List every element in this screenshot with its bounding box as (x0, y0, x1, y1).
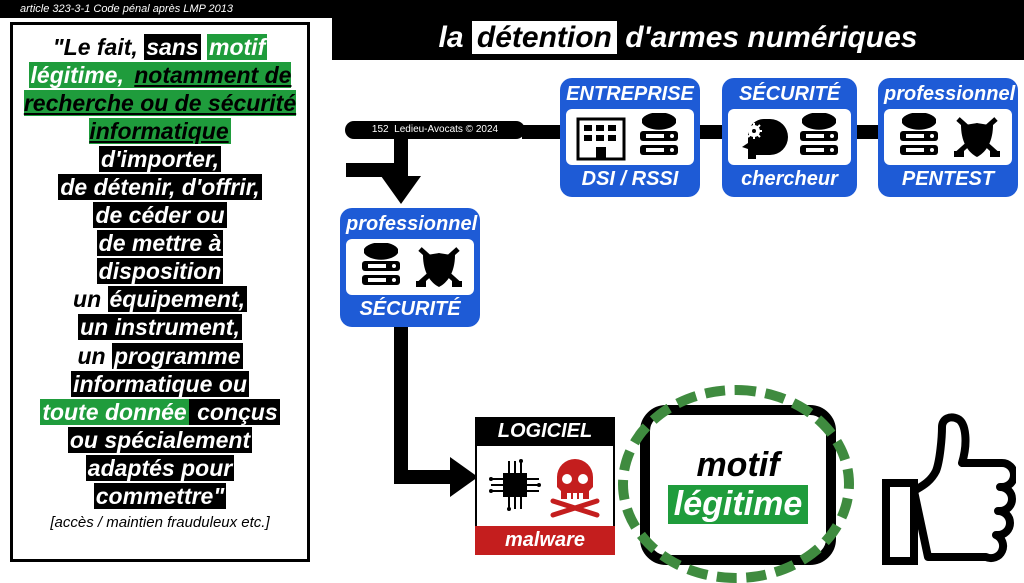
motif-box: motif légitime (640, 405, 836, 565)
title-prefix: la (439, 21, 472, 54)
q-toute: toute donnée (40, 399, 188, 425)
brain-gear-icon (734, 113, 788, 161)
q-start: Le fait, (64, 34, 145, 60)
q-prog: programme (112, 343, 243, 369)
box-entreprise-bottom: DSI / RSSI (566, 168, 694, 191)
box-prof-bottom: SÉCURITÉ (346, 298, 474, 321)
logiciel-box: LOGICIEL malware (475, 417, 615, 555)
building-icon (574, 113, 628, 161)
q-body2: de détenir, d'offrir, (58, 174, 261, 200)
box-entreprise: ENTREPRISE DSI / RSSI (560, 78, 700, 197)
box-prof-top: professionnel (346, 213, 474, 236)
quote-footer: [accès / maintien frauduleux etc.] (21, 514, 299, 532)
logiciel-bottom: malware (475, 526, 615, 555)
logiciel-icons (475, 446, 615, 526)
server-icon-3 (892, 113, 946, 161)
q-body10: commettre" (94, 483, 227, 509)
q-un2: un (77, 343, 112, 369)
q-body8: ou spécialement (68, 427, 252, 453)
top-source-bar: article 323-3-1 Code pénal après LMP 201… (0, 0, 1024, 18)
box-pentest: professionnel PENTEST (878, 78, 1018, 197)
box-prof-securite: professionnel SÉCURITÉ (340, 208, 480, 327)
title-highlight: détention (472, 21, 617, 54)
top-source-text: article 323-3-1 Code pénal après LMP 201… (20, 3, 233, 15)
swords-shield-icon-2 (412, 243, 466, 291)
logiciel-top: LOGICIEL (475, 417, 615, 446)
conn-elbow-h (394, 470, 452, 484)
legal-quote-panel: "Le fait, sans motif légitime, notamment… (10, 22, 310, 562)
box-pentest-bottom: PENTEST (884, 168, 1012, 191)
quote-open: " (53, 34, 64, 60)
box-securite-top: SÉCURITÉ (728, 83, 851, 106)
box-pentest-top: professionnel (884, 83, 1012, 106)
arrow-to-prof (381, 176, 421, 204)
q-body6: un instrument, (78, 314, 242, 340)
q-legitime: légitime, (29, 62, 133, 88)
server-icon-2 (792, 113, 846, 161)
box-securite-icons (728, 109, 851, 165)
q-body5: disposition (97, 258, 224, 284)
swords-shield-icon (950, 113, 1004, 161)
title-suffix: d'armes numériques (617, 21, 918, 54)
q-body3: de céder ou (93, 202, 226, 228)
box-prof-icons (346, 239, 474, 295)
main-title: la détention d'armes numériques (332, 18, 1024, 60)
box-pentest-icons (884, 109, 1012, 165)
credit-text: Ledieu-Avocats © 2024 (394, 124, 498, 135)
q-sans: sans (144, 34, 200, 60)
q-equip: équipement, (108, 286, 247, 312)
q-un: un (73, 286, 108, 312)
conn-credit-corner (346, 163, 408, 177)
box-entreprise-top: ENTREPRISE (566, 83, 694, 106)
q-body4: de mettre à (97, 230, 224, 256)
thumbs-up-icon (876, 413, 1016, 568)
q-body9: adaptés pour (86, 455, 234, 481)
credit-page: 152 (372, 124, 389, 135)
credit-pill: 152 Ledieu-Avocats © 2024 (345, 121, 525, 139)
q-concus: conçus (189, 399, 280, 425)
box-securite: SÉCURITÉ chercheur (722, 78, 857, 197)
box-entreprise-icons (566, 109, 694, 165)
skull-icon (545, 451, 605, 521)
q-body7: informatique ou (71, 371, 249, 397)
q-body1: d'importer, (99, 146, 221, 172)
arrow-to-logiciel (450, 457, 478, 497)
box-securite-bottom: chercheur (728, 168, 851, 191)
connector-credit-entr (522, 125, 562, 139)
motif-line2: légitime (668, 485, 808, 524)
chip-icon (485, 451, 545, 521)
server-icon (632, 113, 686, 161)
server-icon-4 (354, 243, 408, 291)
motif-line1: motif (696, 446, 779, 485)
q-motif: motif (207, 34, 267, 60)
conn-elbow-v (394, 327, 408, 477)
